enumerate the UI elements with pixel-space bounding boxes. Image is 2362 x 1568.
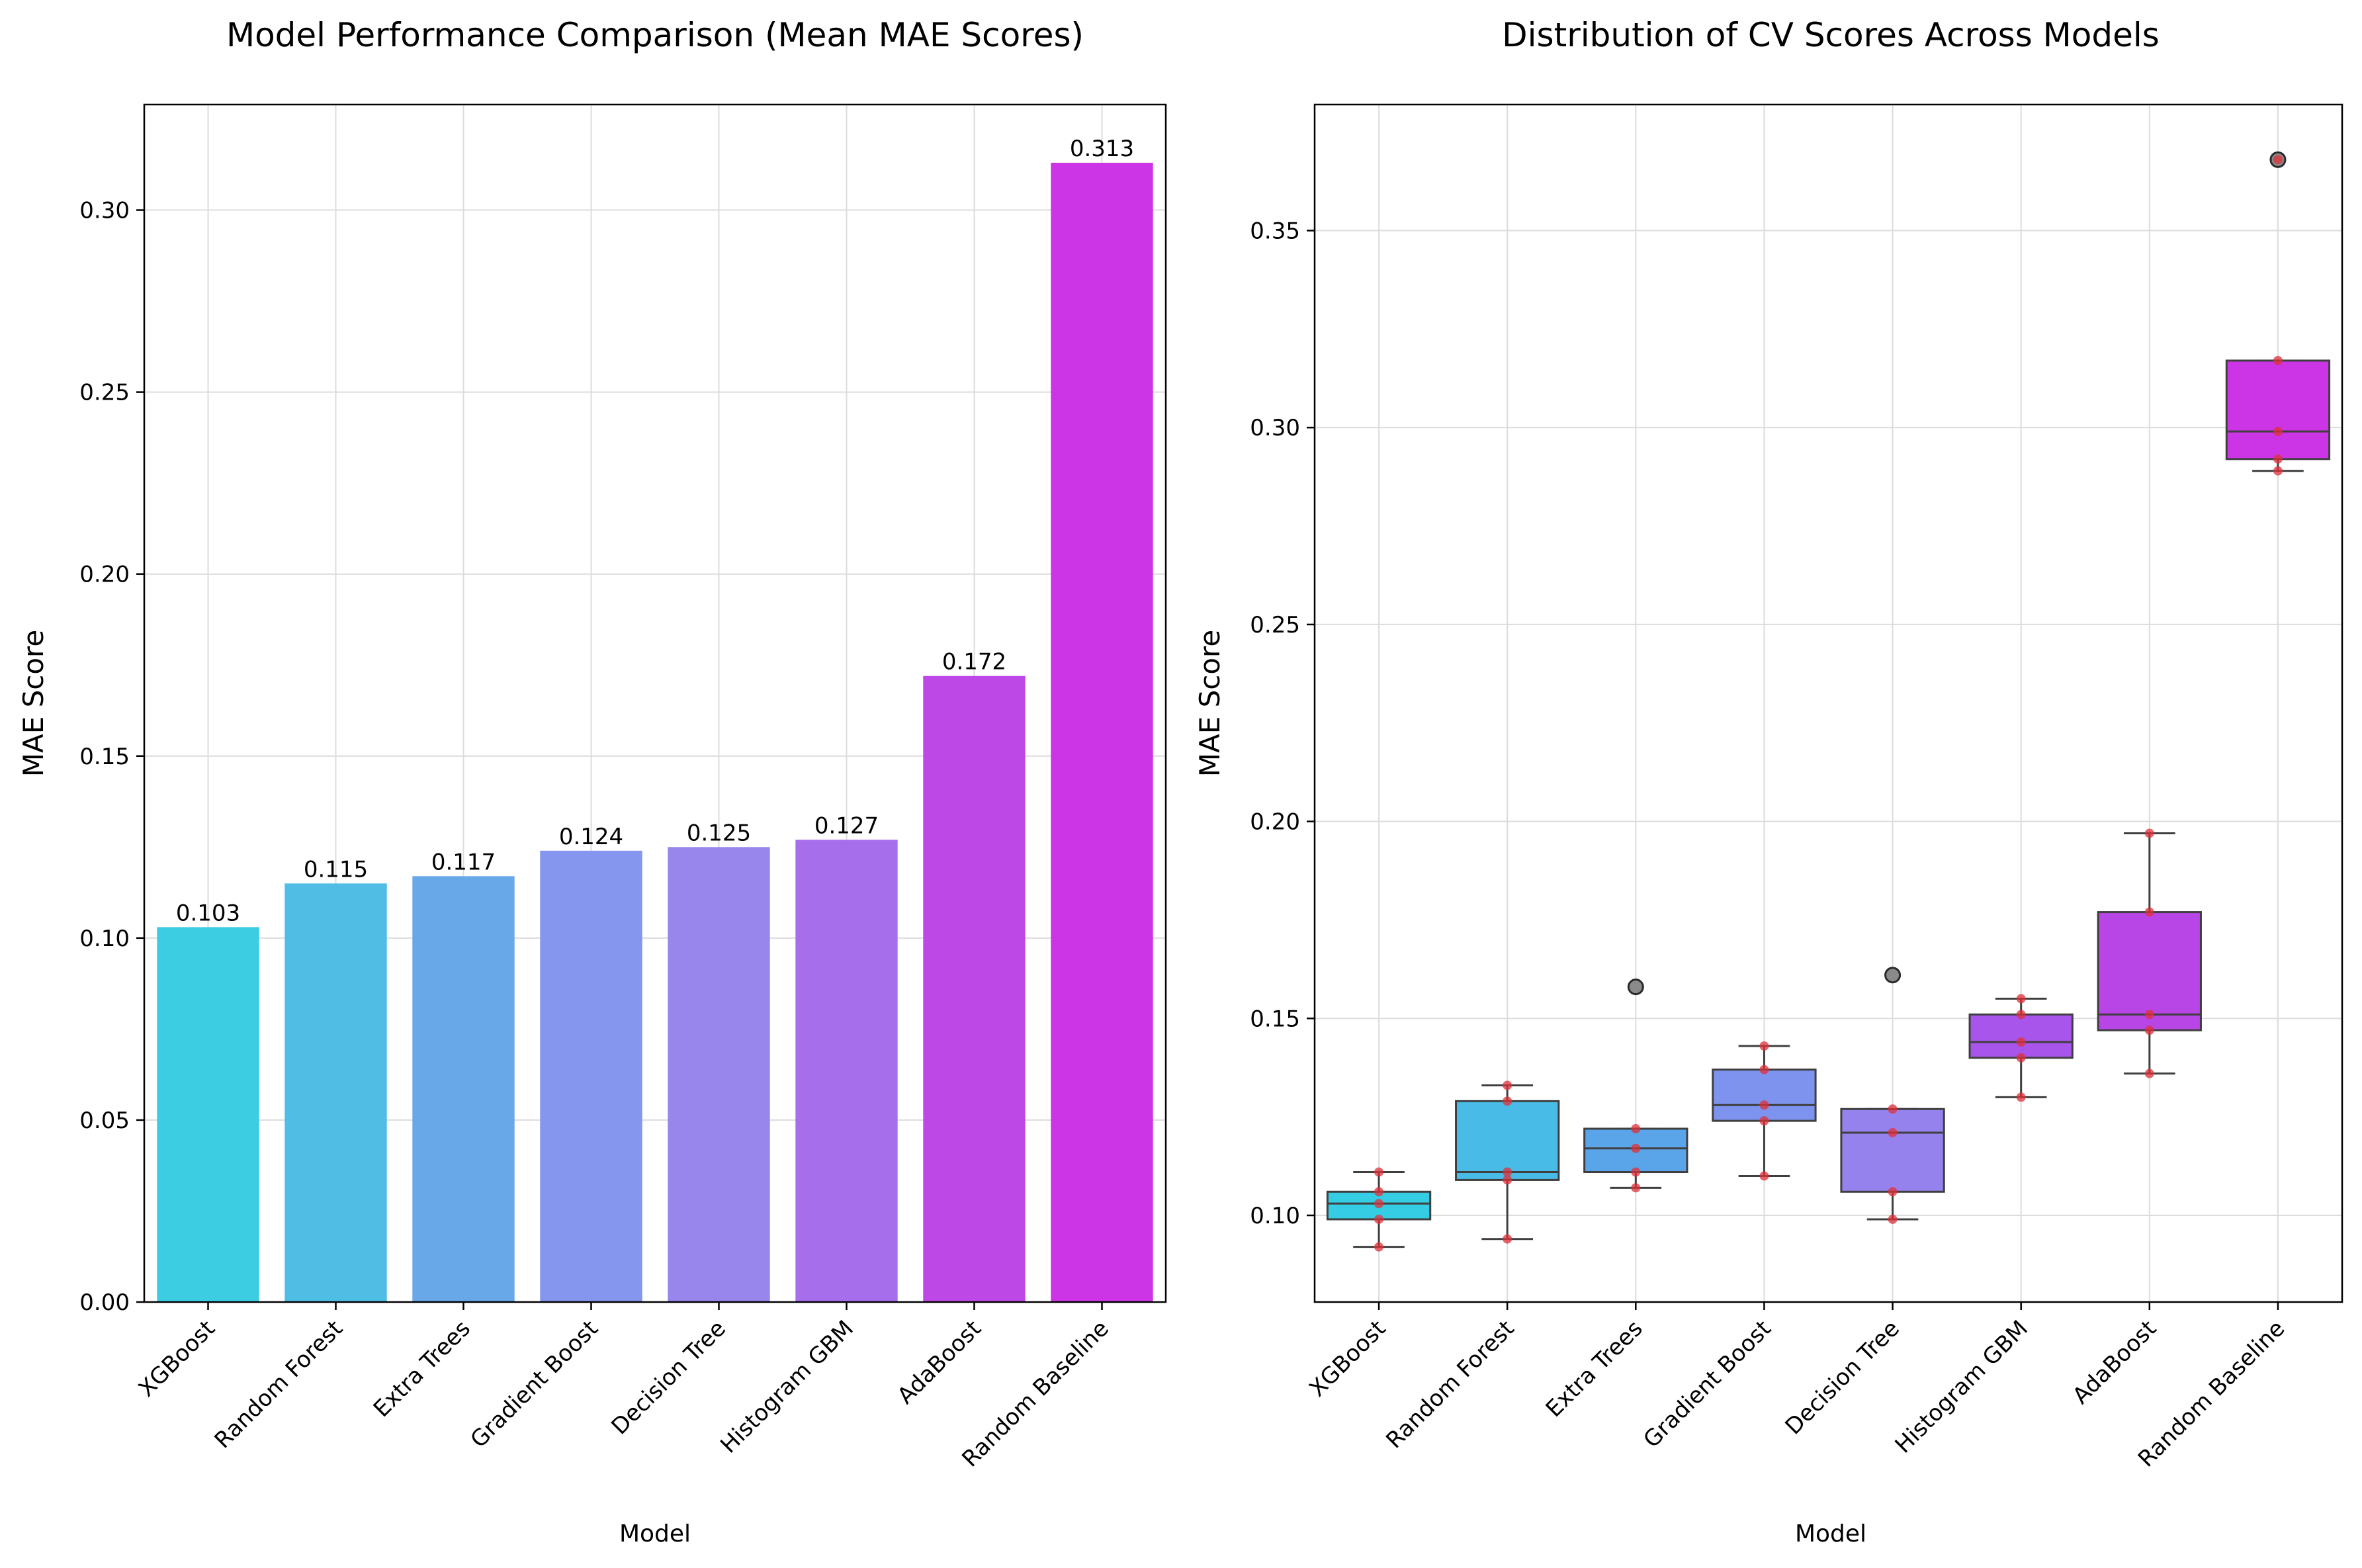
box-plot-y-axis-label: MAE Score — [1194, 630, 1226, 777]
cv-score-point — [1374, 1167, 1384, 1177]
bar-value-label: 0.125 — [687, 820, 751, 846]
cv-score-point — [1759, 1100, 1769, 1110]
box-group — [1326, 1167, 1432, 1252]
cv-score-point — [1631, 1183, 1641, 1193]
bar-chart-bars — [157, 163, 1153, 1303]
cv-score-point — [1374, 1187, 1384, 1197]
bar-chart-axes-frame — [143, 103, 1167, 1303]
bar-chart-y-ticks: 0.00 0.05 0.10 0.15 0.20 0.25 0.30 — [79, 198, 144, 1316]
bar-value-label: 0.103 — [176, 900, 240, 926]
bar-chart-y-tick-label: 0.30 — [79, 198, 130, 224]
cv-score-point — [2273, 427, 2283, 437]
box-plot-boxes — [1326, 151, 2331, 1252]
box-plot-y-tick-label: 0.25 — [1250, 612, 1300, 638]
cv-score-point — [1503, 1175, 1512, 1185]
bar — [540, 850, 642, 1302]
bar-chart-y-tick-label: 0.10 — [79, 926, 130, 952]
bar-chart-y-tick-label: 0.20 — [79, 562, 130, 588]
bar-chart-y-axis-label: MAE Score — [17, 630, 50, 777]
bar-value-label: 0.127 — [814, 812, 879, 839]
cv-score-point — [2144, 828, 2154, 838]
box-group — [1968, 994, 2074, 1102]
cv-score-point — [2273, 454, 2283, 464]
box-group — [1712, 1041, 1817, 1181]
cv-score-point — [2144, 1010, 2154, 1020]
cv-score-point — [2273, 155, 2283, 165]
cv-score-point — [2016, 1092, 2026, 1102]
box-group — [2225, 151, 2331, 476]
bar — [795, 840, 898, 1302]
cv-score-point — [1503, 1096, 1512, 1106]
bar-chart-value-labels: 0.103 0.115 0.117 0.124 0.125 0.127 0.172 0.313 — [176, 136, 1134, 926]
box-plot-axes-frame — [1313, 103, 2343, 1303]
cv-score-point — [1759, 1116, 1769, 1126]
bar — [923, 675, 1026, 1302]
bar-chart-y-tick-label: 0.00 — [79, 1289, 130, 1316]
box-plot-y-tick-label: 0.20 — [1250, 809, 1300, 836]
bar — [668, 847, 770, 1302]
bar-chart-y-tick-label: 0.05 — [79, 1108, 130, 1134]
cv-score-point — [1759, 1171, 1769, 1181]
bar-chart-title: Model Performance Comparison (Mean MAE S… — [226, 16, 1084, 54]
cv-score-point — [2016, 1037, 2026, 1047]
cv-score-point — [1503, 1080, 1512, 1090]
box-iqr — [1840, 1108, 1945, 1193]
box-iqr — [1455, 1100, 1560, 1181]
cv-score-point — [1888, 1214, 1898, 1224]
cv-score-point — [1888, 1104, 1898, 1114]
cv-score-point — [2273, 356, 2283, 366]
bar-value-label: 0.172 — [942, 649, 1006, 675]
cv-score-point — [2273, 466, 2283, 476]
box-plot-y-ticks: 0.10 0.15 0.20 0.25 0.30 0.35 — [1250, 218, 1315, 1229]
cv-score-point — [1759, 1041, 1769, 1051]
bar-value-label: 0.115 — [304, 856, 368, 883]
bar — [157, 927, 259, 1302]
cv-score-point — [1374, 1199, 1384, 1209]
cv-score-point — [1374, 1242, 1384, 1252]
cv-score-point — [2016, 1010, 2026, 1020]
box-group — [1583, 979, 1688, 1193]
bar — [284, 883, 387, 1302]
box-plot-y-tick-label: 0.15 — [1250, 1006, 1300, 1032]
cv-score-point — [2144, 1025, 2154, 1035]
cv-score-point — [1631, 1167, 1641, 1177]
cv-score-point — [1374, 1214, 1384, 1224]
cv-score-point — [2144, 907, 2154, 917]
box-group — [1840, 967, 1945, 1224]
cv-score-point — [1888, 1187, 1898, 1197]
bar-value-label: 0.313 — [1070, 136, 1134, 162]
bar-value-label: 0.124 — [559, 824, 623, 850]
box-plot-title: Distribution of CV Scores Across Models — [1502, 16, 2160, 54]
box-group — [2097, 828, 2202, 1078]
box-iqr — [1712, 1068, 1817, 1122]
cv-score-point — [2016, 1053, 2026, 1063]
bar-value-label: 0.117 — [431, 849, 496, 875]
box-plot-x-axis-label: Model — [1795, 1520, 1866, 1547]
cv-score-point — [1759, 1065, 1769, 1074]
cv-score-point — [1631, 1124, 1641, 1134]
box-plot-y-tick-label: 0.30 — [1250, 415, 1300, 441]
bar-chart-y-tick-label: 0.15 — [79, 744, 130, 770]
cv-score-point — [1503, 1167, 1512, 1177]
cv-score-point — [2144, 1068, 2154, 1078]
box-iqr — [1968, 1013, 2074, 1059]
cv-score-point — [1503, 1234, 1512, 1244]
box-group — [1455, 1080, 1560, 1244]
box-iqr — [2225, 359, 2331, 460]
cv-score-point — [1888, 1127, 1898, 1137]
box-plot-y-tick-label: 0.35 — [1250, 218, 1300, 245]
box-plot-y-tick-label: 0.10 — [1250, 1203, 1300, 1229]
cv-score-point — [1631, 1143, 1641, 1153]
box-outlier — [1884, 967, 1902, 984]
box-outlier — [1627, 979, 1644, 996]
bar-chart-x-axis-label: Model — [619, 1520, 691, 1547]
bar-chart-y-tick-label: 0.25 — [79, 380, 130, 406]
bar — [1051, 163, 1153, 1303]
bar — [412, 876, 515, 1302]
cv-score-point — [2016, 994, 2026, 1004]
